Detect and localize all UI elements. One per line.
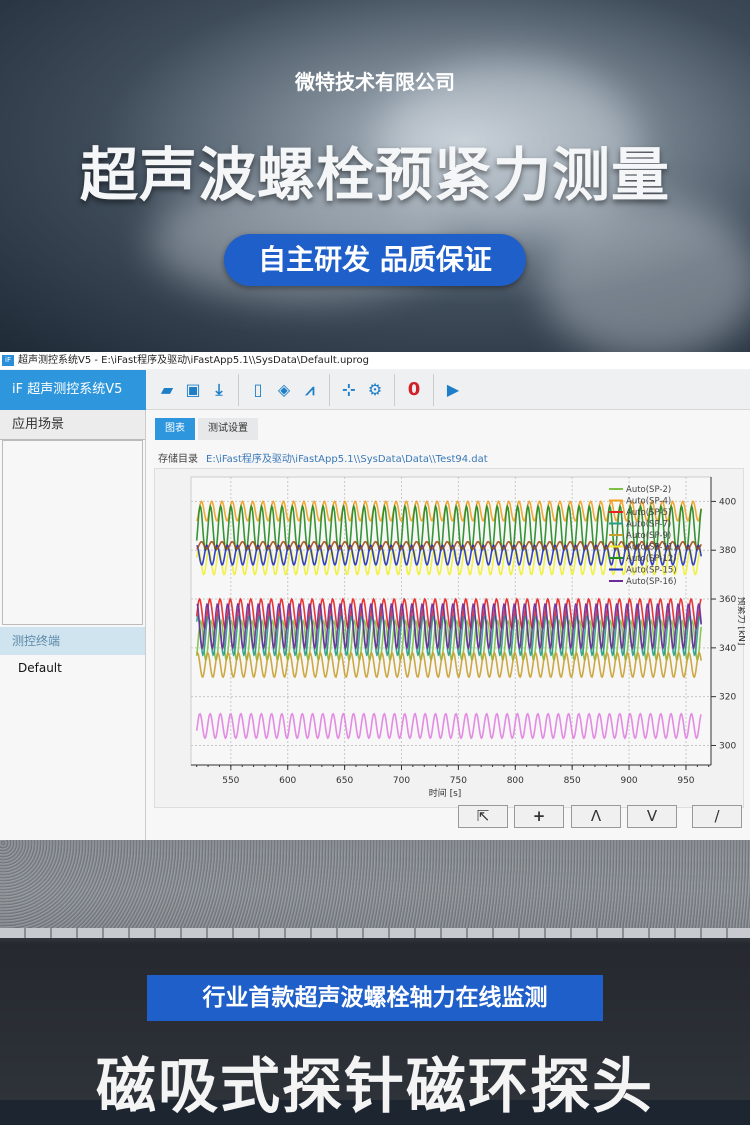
line-button[interactable]: / [692, 805, 742, 828]
legend-entry: Auto(SP-12) [626, 554, 677, 564]
gravel-texture [0, 840, 750, 935]
tagline-badge: 自主研发 品质保证 [224, 234, 526, 286]
legend-entry: Auto(SP-2) [626, 485, 671, 495]
company-name: 微特技术有限公司 [295, 70, 455, 94]
save-icon[interactable]: ▣ [185, 380, 201, 399]
legend-entry: Auto(SP-5) [626, 508, 671, 518]
y-tick-label: 400 [719, 497, 736, 507]
sidebar-header: 应用场景 [0, 410, 145, 440]
main-panel: 图表 测试设置 存储目录 E:\iFast程序及驱动\iFastApp5.1\\S… [146, 410, 750, 840]
y-tick-label: 320 [719, 693, 736, 703]
sidebar-section-terminal[interactable]: 测控终端 [0, 627, 145, 655]
legend-entry: Auto(SP-9) [626, 531, 671, 541]
path-label: 存储目录 [158, 454, 198, 465]
plus-button[interactable]: + [514, 805, 564, 828]
x-tick-label: 750 [450, 776, 467, 786]
x-tick-label: 550 [222, 776, 239, 786]
x-tick-label: 700 [393, 776, 410, 786]
diamond-move-icon[interactable]: ◈ [277, 380, 291, 399]
series-line-10 [195, 712, 702, 740]
x-tick-label: 800 [507, 776, 524, 786]
bottom-banner: 行业首款超声波螺栓轴力在线监测 磁吸式探针磁环探头 [0, 840, 750, 1122]
feature-label: 行业首款超声波螺栓轴力在线监测 [147, 975, 603, 1021]
toolbar-divider [329, 373, 330, 406]
y-tick-label: 380 [719, 546, 736, 556]
tab-test-settings[interactable]: 测试设置 [198, 418, 258, 440]
toolbar-divider [394, 373, 395, 406]
y-axis-label: 预紧力 [kN] [736, 597, 745, 646]
gear-icon[interactable]: ⚙ [367, 380, 383, 399]
app-brand: iF 超声测控系统V5 [0, 370, 146, 410]
window-titlebar: iF 超声测控系统V5 - E:\iFast程序及驱动\iFastApp5.1\… [0, 352, 750, 369]
axis-icon[interactable]: ⊹ [342, 380, 356, 399]
waveform-icon[interactable]: ⩘ [305, 379, 315, 399]
curb [0, 928, 750, 938]
x-tick-label: 850 [564, 776, 581, 786]
download-icon[interactable]: ⤓ [215, 379, 223, 399]
play-icon[interactable]: ▶ [446, 380, 460, 399]
series-line-6 [195, 503, 702, 552]
legend-entry: Auto(SP-11) [626, 543, 677, 553]
chart-panel: 550 600 650 700 750 800 850 900 950 300 320 340 360 3… [154, 468, 748, 809]
software-window: iF 超声测控系统V5 - E:\iFast程序及驱动\iFastApp5.1\… [0, 352, 750, 840]
path-value[interactable]: E:\iFast程序及驱动\iFastApp5.1\\SysData\Data\… [206, 454, 488, 465]
window-title: 超声测控系统V5 - E:\iFast程序及驱动\iFastApp5.1\\Sy… [18, 355, 369, 366]
storage-path: 存储目录 E:\iFast程序及驱动\iFastApp5.1\\SysData\D… [158, 450, 488, 465]
legend-entry: Auto(SP-16) [626, 577, 677, 587]
toolbar: ▰ ▣ ⤓ ▯ ◈ ⩘ ⊹ ⚙ 0 ▶ [146, 370, 750, 410]
series-line-2 [195, 597, 702, 630]
series-line-4 [195, 651, 702, 679]
product-title: 磁吸式探针磁环探头 [96, 1052, 654, 1122]
tab-chart[interactable]: 图表 [155, 418, 195, 440]
y-tick-label: 300 [719, 741, 736, 751]
series-line-9 [196, 540, 702, 550]
peak-down-button[interactable]: V [627, 805, 677, 828]
toolbar-divider [433, 373, 434, 406]
peak-up-button[interactable]: Λ [571, 805, 621, 828]
sidebar-item-default[interactable]: Default [18, 661, 62, 675]
hero-banner: 微特技术有限公司 超声波螺栓预紧力测量 自主研发 品质保证 [0, 0, 750, 352]
x-tick-label: 900 [620, 776, 637, 786]
toolbar-divider [238, 373, 239, 406]
x-tick-label: 950 [677, 776, 694, 786]
zero-button[interactable]: 0 [407, 379, 421, 400]
x-tick-label: 600 [279, 776, 296, 786]
hero-title: 超声波螺栓预紧力测量 [79, 141, 670, 209]
app-icon: iF [2, 355, 14, 366]
scene-list[interactable] [2, 440, 143, 625]
legend-entry: Auto(SP-7) [626, 520, 671, 530]
x-tick-label: 650 [336, 776, 353, 786]
clipboard-icon[interactable]: ▯ [253, 380, 263, 399]
line-chart[interactable]: 550 600 650 700 750 800 850 900 950 300 320 340 360 3… [155, 469, 748, 809]
y-tick-label: 360 [719, 595, 736, 605]
x-axis-label: 时间 [s] [429, 787, 462, 799]
legend-entry: Auto(SP-15) [626, 566, 677, 576]
series-line-8 [196, 602, 702, 651]
y-tick-label: 340 [719, 644, 736, 654]
sidebar: 应用场景 测控终端 Default [0, 410, 146, 840]
legend-entry: Auto(SP-4) [626, 497, 671, 507]
folder-open-icon[interactable]: ▰ [160, 380, 174, 399]
pointer-button[interactable]: ⇱ [458, 805, 508, 828]
